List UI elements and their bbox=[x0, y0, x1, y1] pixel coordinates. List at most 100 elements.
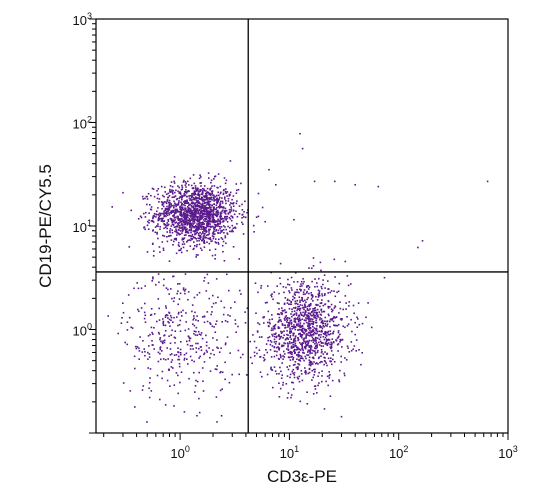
data-point bbox=[317, 295, 320, 297]
data-point bbox=[215, 210, 218, 213]
data-point bbox=[186, 205, 189, 208]
data-point bbox=[332, 354, 334, 356]
data-point bbox=[322, 322, 324, 325]
data-point bbox=[153, 215, 155, 218]
data-point bbox=[242, 233, 245, 235]
data-point bbox=[201, 213, 204, 215]
data-point bbox=[162, 322, 164, 325]
data-point bbox=[184, 210, 186, 213]
data-point bbox=[301, 334, 304, 336]
data-point bbox=[320, 285, 323, 288]
data-point bbox=[173, 200, 175, 203]
data-point bbox=[319, 326, 321, 329]
data-point bbox=[322, 345, 324, 347]
data-point bbox=[326, 320, 329, 322]
data-point bbox=[186, 358, 188, 360]
data-point bbox=[293, 327, 295, 329]
data-point bbox=[273, 291, 276, 293]
data-point bbox=[212, 215, 214, 217]
data-point bbox=[179, 212, 182, 214]
data-point bbox=[167, 321, 169, 323]
data-point bbox=[317, 363, 319, 365]
data-point bbox=[316, 330, 319, 333]
data-point bbox=[191, 213, 194, 215]
data-point bbox=[320, 318, 323, 320]
data-point bbox=[175, 354, 178, 356]
data-point bbox=[166, 214, 169, 217]
data-point bbox=[188, 222, 190, 225]
data-point bbox=[177, 324, 179, 327]
data-point bbox=[310, 322, 313, 325]
data-point bbox=[138, 310, 140, 313]
data-point bbox=[195, 238, 197, 240]
data-point bbox=[226, 273, 228, 276]
data-point bbox=[177, 244, 180, 246]
data-point bbox=[195, 188, 198, 190]
data-point bbox=[214, 254, 217, 256]
data-point bbox=[333, 307, 336, 309]
data-point bbox=[182, 246, 185, 249]
data-point bbox=[141, 389, 144, 391]
data-point bbox=[286, 342, 289, 344]
data-point bbox=[284, 297, 287, 299]
data-point bbox=[300, 280, 303, 283]
data-point bbox=[308, 309, 310, 312]
data-point bbox=[358, 323, 361, 326]
data-point bbox=[203, 240, 205, 242]
data-point bbox=[307, 372, 309, 375]
data-point bbox=[196, 201, 199, 204]
data-point bbox=[180, 188, 183, 191]
data-point bbox=[208, 220, 211, 223]
data-point bbox=[206, 311, 209, 313]
data-point bbox=[313, 307, 316, 310]
data-point bbox=[230, 230, 233, 233]
data-point bbox=[214, 223, 216, 226]
data-point bbox=[305, 329, 308, 331]
data-point bbox=[294, 272, 297, 274]
data-point bbox=[301, 344, 303, 346]
data-point bbox=[316, 299, 319, 301]
data-point bbox=[263, 354, 266, 356]
data-point bbox=[178, 201, 180, 204]
data-point bbox=[180, 251, 183, 254]
data-point bbox=[168, 204, 170, 207]
data-point bbox=[177, 210, 180, 213]
data-point bbox=[186, 200, 188, 203]
data-point bbox=[315, 311, 317, 314]
data-point bbox=[205, 231, 207, 233]
data-point bbox=[312, 338, 314, 340]
data-point bbox=[170, 239, 173, 241]
data-point bbox=[205, 334, 207, 337]
data-point bbox=[206, 196, 208, 199]
data-point bbox=[297, 303, 299, 305]
data-point bbox=[202, 192, 204, 194]
data-point bbox=[305, 317, 307, 319]
data-point bbox=[222, 218, 224, 220]
data-point bbox=[197, 187, 199, 190]
data-point bbox=[296, 291, 299, 293]
data-point bbox=[207, 213, 210, 216]
data-point bbox=[273, 333, 275, 335]
data-point bbox=[361, 322, 364, 325]
data-point bbox=[317, 384, 319, 387]
data-point bbox=[186, 230, 189, 233]
data-point bbox=[194, 185, 197, 187]
data-point bbox=[258, 336, 261, 338]
data-point bbox=[341, 346, 343, 348]
data-point bbox=[347, 284, 350, 287]
data-point bbox=[273, 355, 276, 358]
data-point bbox=[207, 203, 209, 205]
data-point bbox=[165, 225, 168, 227]
data-point bbox=[179, 220, 181, 222]
data-point bbox=[291, 355, 294, 358]
data-point bbox=[189, 239, 192, 242]
data-point bbox=[219, 227, 221, 230]
data-point bbox=[173, 405, 175, 407]
data-point bbox=[189, 226, 191, 229]
data-point bbox=[279, 336, 281, 338]
data-point bbox=[170, 219, 173, 222]
data-point bbox=[188, 217, 191, 220]
data-point bbox=[208, 197, 211, 199]
data-point bbox=[324, 303, 326, 306]
data-point bbox=[216, 223, 219, 226]
